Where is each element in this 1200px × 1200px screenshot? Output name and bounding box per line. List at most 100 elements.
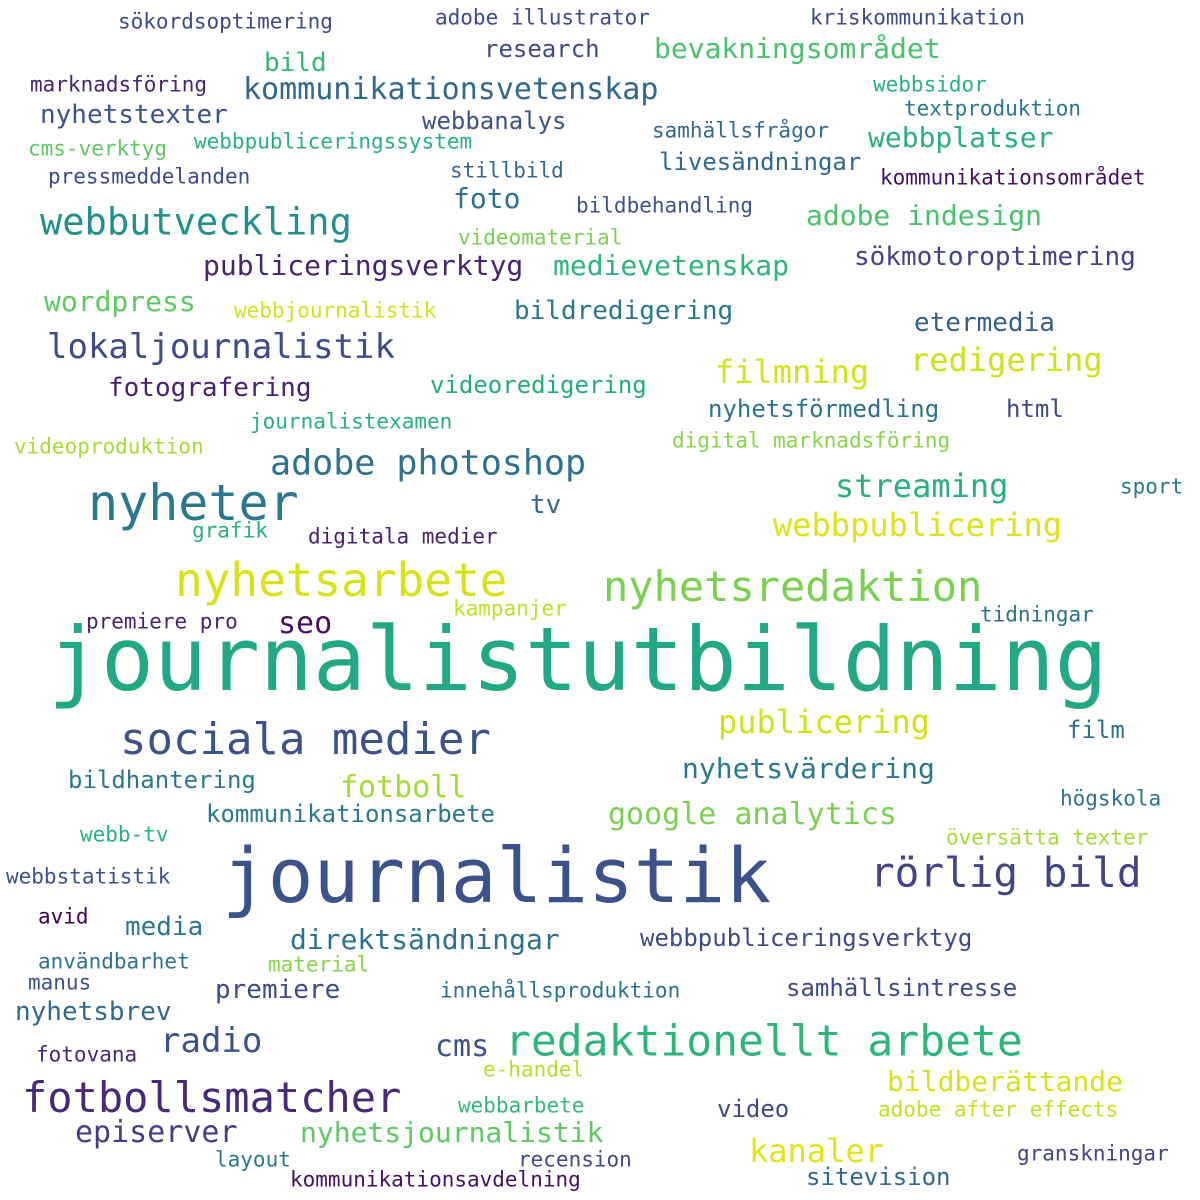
word-cloud-word: webb-tv [80,822,169,847]
word-cloud-word: fotboll [340,770,467,805]
word-cloud-word: fotografering [108,373,312,403]
word-cloud-word: fotbollsmatcher [22,1073,402,1122]
word-cloud-word: etermedia [914,308,1055,338]
word-cloud-word: sökordsoptimering [118,9,333,34]
word-cloud-word: redigering [910,341,1103,379]
word-cloud-word: nyhetsbrev [15,997,172,1027]
word-cloud-word: fotovana [36,1042,138,1067]
word-cloud-word: grafik [192,518,268,543]
word-cloud-word: adobe illustrator [435,5,650,30]
word-cloud-word: filmning [715,353,870,391]
word-cloud-word: nyhetsjournalistik [300,1116,604,1149]
word-cloud-word: videoredigering [430,371,647,399]
word-cloud-word: film [1067,716,1125,744]
word-cloud-word: tidningar [980,602,1094,627]
word-cloud-word: kommunikationsavdelning [290,1167,581,1192]
word-cloud-word: google analytics [608,797,897,832]
word-cloud-word: samhällsintresse [786,974,1018,1002]
word-cloud-word: bildredigering [514,296,734,326]
word-cloud-word: nyhetsredaktion [603,562,983,611]
word-cloud-word: journalistik [222,831,772,920]
word-cloud-word: kommunikationsarbete [206,800,495,828]
word-cloud-word: webbstatistik [6,864,171,889]
word-cloud-word: cms-verktyg [28,136,168,161]
word-cloud-word: kampanjer [453,596,567,621]
word-cloud-word: direktsändningar [290,923,560,956]
word-cloud-word: nyhetsarbete [175,553,508,607]
word-cloud-word: tv [530,490,562,520]
word-cloud-word: webbanalys [422,107,567,135]
word-cloud-word: streaming [835,467,1009,505]
word-cloud-word: layout [215,1147,291,1172]
word-cloud-word: publiceringsverktyg [203,249,524,282]
word-cloud-word: adobe after effects [878,1097,1119,1122]
word-cloud-word: webbpubliceringssystem [194,129,473,154]
word-cloud-word: högskola [1060,786,1162,811]
word-cloud-word: webbarbete [458,1093,585,1118]
word-cloud-word: sökmotoroptimering [854,242,1136,272]
word-cloud-word: bildhantering [68,766,256,794]
word-cloud-word: publicering [718,703,930,741]
word-cloud-word: manus [28,970,92,995]
word-cloud-word: webbplatser [868,121,1054,154]
word-cloud-word: premiere [215,975,341,1005]
word-cloud-word: sitevision [806,1163,951,1191]
word-cloud-word: webbsidor [873,72,987,97]
word-cloud-word: sociala medier [120,714,491,765]
word-cloud-word: medievetenskap [553,249,790,282]
word-cloud-word: video [717,1095,790,1123]
word-cloud-word: premiere pro [86,609,238,634]
word-cloud-word: redaktionellt arbete [505,1016,1023,1067]
word-cloud-word: kommunikationsområdet [880,165,1146,190]
word-cloud-word: radio [160,1021,263,1061]
word-cloud-word: webbpubliceringsverktyg [640,924,973,952]
word-cloud-word: kommunikationsvetenskap [243,72,659,107]
word-cloud-word: webbutveckling [40,200,352,244]
word-cloud-word: html [1006,395,1064,423]
word-cloud-word: digital marknadsföring [672,428,951,453]
word-cloud-word: wordpress [44,285,196,318]
word-cloud-word: foto [453,182,521,215]
word-cloud-word: livesändningar [659,148,862,176]
word-cloud-word: videoproduktion [14,434,204,459]
word-cloud-word: media [125,912,204,942]
word-cloud-word: pressmeddelanden [48,164,251,189]
word-cloud-word: bildbehandling [576,193,754,218]
word-cloud-word: bevakningsområdet [654,32,941,65]
word-cloud-word: innehållsproduktion [440,978,681,1003]
word-cloud-word: översätta texter [946,825,1149,850]
word-cloud-word: nyhetstexter [40,100,228,130]
word-cloud-word: seo [278,606,333,641]
word-cloud-word: webbpublicering [773,506,1062,544]
word-cloud-word: bild [264,48,327,78]
word-cloud-word: journalistutbildning [48,608,1108,711]
word-cloud-word: webbjournalistik [234,298,437,323]
word-cloud-word: recension [518,1147,632,1172]
word-cloud-word: research [484,35,600,63]
word-cloud-word: kanaler [749,1132,884,1170]
word-cloud-word: användbarhet [38,949,190,974]
word-cloud-word: nyhetsförmedling [708,395,940,423]
word-cloud-word: granskningar [1017,1141,1169,1166]
word-cloud-word: sport [1120,474,1184,499]
word-cloud-word: e-handel [483,1057,585,1082]
word-cloud-word: nyheter [88,474,299,532]
word-cloud-word: nyhetsvärdering [682,752,935,785]
word-cloud-word: episerver [75,1115,238,1150]
word-cloud-word: avid [38,904,89,929]
word-cloud-word: bildberättande [887,1065,1124,1098]
word-cloud-word: stillbild [450,158,564,183]
word-cloud-word: adobe photoshop [270,443,587,484]
word-cloud-word: textproduktion [904,96,1082,121]
word-cloud-word: rörlig bild [870,848,1142,897]
word-cloud-word: samhällsfrågor [652,118,830,143]
word-cloud-word: adobe indesign [806,199,1043,232]
word-cloud-word: lokaljournalistik [47,327,395,367]
word-cloud-word: videomaterial [458,225,623,250]
word-cloud-word: digitala medier [308,524,498,549]
word-cloud-word: material [268,952,370,977]
word-cloud-word: journalistexamen [250,409,453,434]
word-cloud-word: cms [435,1029,490,1064]
word-cloud-word: kriskommunikation [810,5,1025,30]
